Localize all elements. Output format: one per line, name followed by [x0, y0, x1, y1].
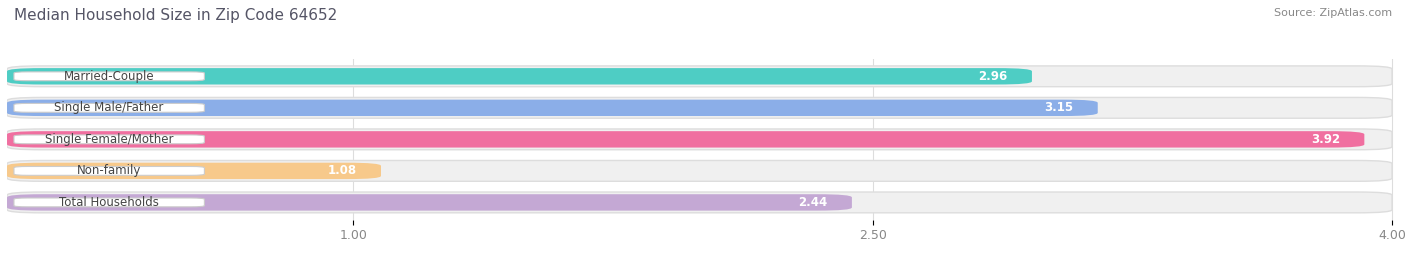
FancyBboxPatch shape	[7, 161, 1392, 181]
Text: Non-family: Non-family	[77, 164, 142, 177]
Text: 2.96: 2.96	[979, 70, 1008, 83]
FancyBboxPatch shape	[14, 135, 204, 144]
Text: Total Households: Total Households	[59, 196, 159, 209]
Text: Median Household Size in Zip Code 64652: Median Household Size in Zip Code 64652	[14, 8, 337, 23]
Text: 2.44: 2.44	[799, 196, 828, 209]
FancyBboxPatch shape	[7, 66, 1392, 87]
Text: 1.08: 1.08	[328, 164, 357, 177]
Text: 3.92: 3.92	[1310, 133, 1340, 146]
Text: Single Male/Father: Single Male/Father	[55, 101, 165, 114]
FancyBboxPatch shape	[14, 166, 204, 175]
FancyBboxPatch shape	[7, 194, 852, 211]
FancyBboxPatch shape	[14, 103, 204, 112]
Text: Source: ZipAtlas.com: Source: ZipAtlas.com	[1274, 8, 1392, 18]
Text: Married-Couple: Married-Couple	[63, 70, 155, 83]
FancyBboxPatch shape	[7, 129, 1392, 150]
FancyBboxPatch shape	[7, 163, 381, 179]
FancyBboxPatch shape	[7, 100, 1098, 116]
FancyBboxPatch shape	[14, 72, 204, 81]
Text: Single Female/Mother: Single Female/Mother	[45, 133, 173, 146]
Text: 3.15: 3.15	[1045, 101, 1074, 114]
FancyBboxPatch shape	[7, 192, 1392, 213]
FancyBboxPatch shape	[7, 131, 1364, 148]
FancyBboxPatch shape	[7, 68, 1032, 84]
FancyBboxPatch shape	[14, 198, 204, 207]
FancyBboxPatch shape	[7, 98, 1392, 118]
